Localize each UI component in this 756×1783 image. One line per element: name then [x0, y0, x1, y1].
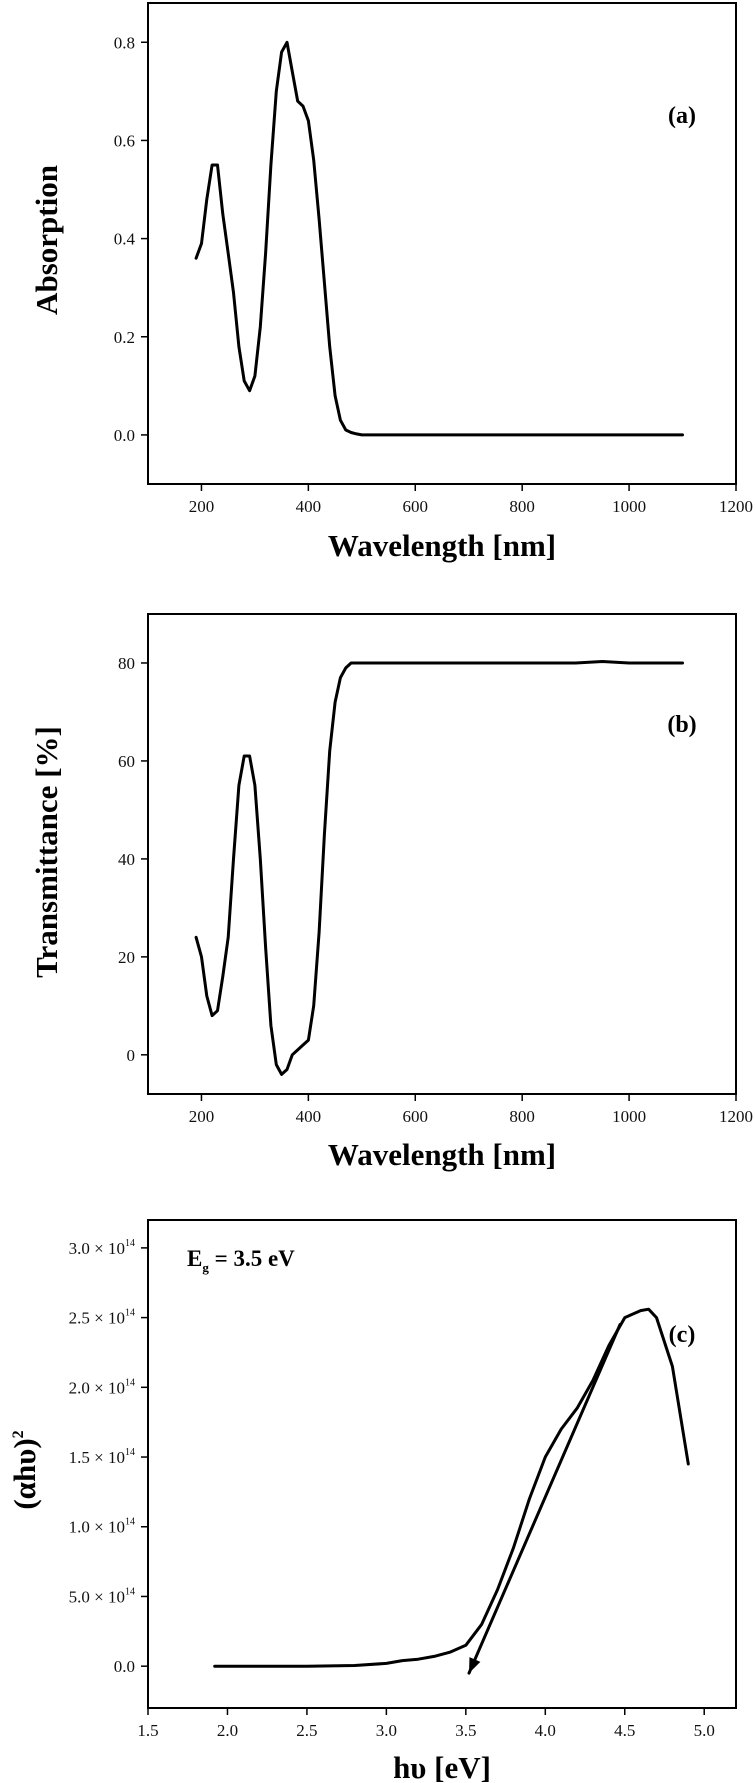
x-tick-label: 800 [509, 1107, 535, 1126]
x-tick-label: 5.0 [694, 1721, 715, 1740]
panel-c: 1.5 2.0 2.5 3.0 3.5 4.0 4.5 5.0 0.0 5.0 × 1014 1.0… [7, 1219, 737, 1783]
y-axis-title: Absorption [29, 165, 64, 315]
x-tick-label: 400 [296, 497, 322, 516]
x-tick-label: 2.5 [296, 1721, 317, 1740]
plot-frame [147, 613, 737, 1095]
x-tick-label: 1200 [719, 497, 753, 516]
x-tick-label: 1000 [612, 1107, 646, 1126]
x-axis-title: hυ [eV] [393, 1750, 491, 1783]
plot-frame [147, 2, 737, 485]
x-axis-title: Wavelength [nm] [328, 1137, 556, 1172]
x-axis-title: Wavelength [nm] [328, 528, 556, 563]
y-tick-label: 0.2 [114, 328, 135, 347]
x-tick-label: 3.5 [455, 1721, 476, 1740]
x-tick-label: 3.0 [376, 1721, 397, 1740]
panel-label: (a) [668, 103, 696, 129]
fit-line [467, 1323, 622, 1675]
panel-a: 200 400 600 800 1000 1200 0.0 0.2 0.4 0.6 0.8 Wavel… [29, 2, 753, 563]
x-tick-label: 200 [189, 1107, 215, 1126]
y-axis-title: (αhυ)2 [7, 1430, 42, 1509]
series-line [213, 1307, 690, 1668]
y-tick-label: 5.0 × 1014 [69, 1586, 135, 1606]
y-tick-label: 0 [127, 1046, 136, 1065]
y-tick-label: 0.6 [114, 131, 135, 150]
y-tick-label: 40 [118, 850, 135, 869]
x-tick-label: 200 [189, 497, 215, 516]
y-tick-label: 2.5 × 1014 [69, 1308, 135, 1328]
y-tick-label: 1.5 × 1014 [69, 1447, 135, 1467]
x-tick-label: 1.5 [137, 1721, 158, 1740]
series-line [194, 40, 684, 437]
y-tick-label: 2.0 × 1014 [69, 1377, 135, 1397]
x-tick-label: 2.0 [217, 1721, 238, 1740]
panel-label: (b) [667, 712, 696, 738]
x-tick-label: 600 [403, 497, 429, 516]
y-tick-label: 0.0 [114, 426, 135, 445]
y-tick-label: 3.0 × 1014 [69, 1238, 135, 1258]
fit-arrowhead [469, 1657, 481, 1674]
x-tick-label: 1200 [719, 1107, 753, 1126]
x-tick-label: 4.0 [535, 1721, 556, 1740]
panel-b: 200 400 600 800 1000 1200 0 20 40 60 80 Wavelength … [29, 613, 753, 1172]
y-tick-label: 20 [118, 948, 135, 967]
y-tick-label: 0.4 [114, 230, 136, 249]
series-line [194, 660, 684, 1076]
y-tick-label: 0.0 [114, 1657, 135, 1676]
x-tick-label: 1000 [612, 497, 646, 516]
x-tick-label: 4.5 [614, 1721, 635, 1740]
y-tick-label: 0.8 [114, 33, 135, 52]
x-tick-label: 800 [509, 497, 535, 516]
panel-label: (c) [669, 1322, 696, 1348]
x-tick-label: 600 [403, 1107, 429, 1126]
band-gap-annotation: Eg = 3.5 eV [187, 1246, 295, 1275]
y-tick-label: 1.0 × 1014 [69, 1517, 135, 1537]
x-tick-label: 400 [296, 1107, 322, 1126]
y-axis-title: Transmittance [%] [29, 726, 64, 978]
plot-frame [147, 1219, 737, 1709]
y-tick-label: 80 [118, 654, 135, 673]
y-tick-label: 60 [118, 752, 135, 771]
